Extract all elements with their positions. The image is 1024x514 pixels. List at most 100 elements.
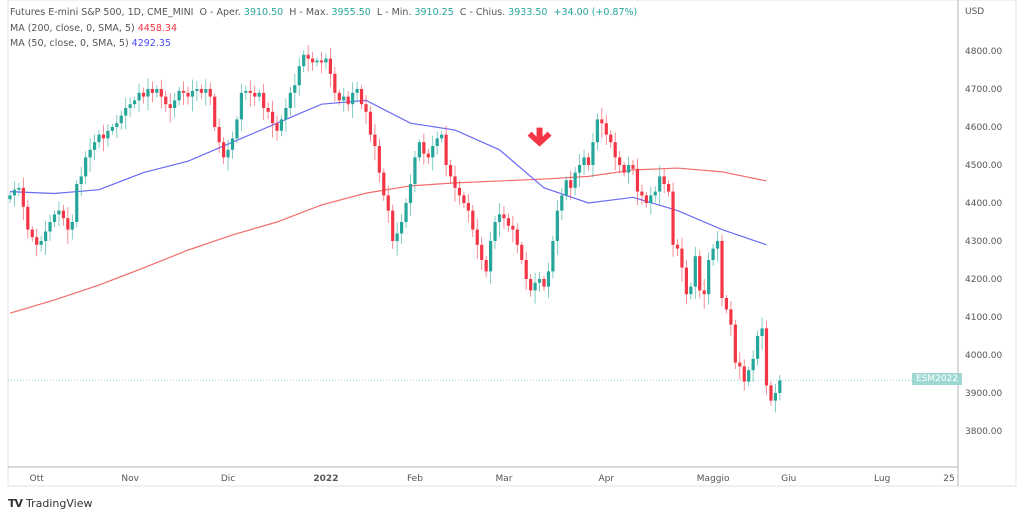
candle-body [279,119,284,131]
y-tick-label: 4500.00 [965,161,1002,171]
candle-body [431,146,435,158]
candle-body [35,237,39,245]
candle-body [644,195,648,203]
candle-body [177,90,181,101]
candle-body [569,180,573,188]
candle-body [8,195,12,200]
candle-body [413,157,417,184]
candle-body [462,195,466,203]
candle-body [57,210,61,215]
x-tick-label: Maggio [697,474,730,484]
candle-body [742,366,746,382]
candle-body [88,149,92,158]
open-value: 3910.50 [243,7,284,18]
x-tick-label: Nov [121,474,139,484]
candle-body [649,195,653,203]
candle-body [21,187,25,207]
candle-body [262,92,266,108]
candle-body [146,89,150,97]
candle-body [515,229,519,245]
candle-body [128,104,132,108]
candle-body [635,168,640,192]
candle-body [729,309,733,325]
candle-body [613,142,617,158]
candle-body [604,123,608,135]
candle-body [417,142,421,158]
candle-body [319,60,324,63]
footer: TV TradingView [8,497,93,510]
candle-body [404,203,408,222]
candle-body [351,92,355,105]
candle-body [306,54,310,59]
y-tick-label: 4600.00 [965,123,1002,133]
candle-body [355,89,359,93]
candle-body [17,187,21,190]
candle-body [311,58,315,63]
price-tag: ESM2022 [912,373,963,385]
candle-body [342,96,346,101]
candle-body [560,195,564,211]
candle-body [235,119,239,139]
candle-body [698,256,702,291]
high-value: 3955.50 [331,7,371,18]
candle-body [408,184,413,203]
candle-body [284,108,288,120]
candle-body [119,115,123,124]
candle-body [12,189,17,196]
legend-ma50[interactable]: MA (50, close, 0, SMA, 5) 4292.35 [10,38,174,49]
candle-body [466,203,470,211]
candle-body [159,89,163,97]
brand-name[interactable]: TradingView [26,497,93,510]
candle-body [480,244,484,260]
open-label: O - Aper. [199,7,241,18]
candle-body [440,134,444,139]
legend-ma200[interactable]: MA (200, close, 0, SMA, 5) 4458.34 [10,23,180,34]
candle-body [702,290,706,295]
candle-body [293,85,297,93]
candle-body [155,89,159,93]
candle-body [44,231,48,241]
candle-body [137,92,141,101]
candle-body [346,96,350,105]
x-tick-label: Giu [781,474,796,484]
candle-body [97,134,101,143]
candle-body [52,214,57,222]
tradingview-logo-icon: TV [8,497,23,510]
candle-body [386,195,390,211]
currency-label: USD [965,7,984,17]
candle-body [564,180,568,196]
candle-body [586,157,591,165]
candle-body [609,134,613,143]
candle-body [422,142,426,154]
candle-body [101,134,106,139]
ma50-label: MA (50, close, 0, SMA, 5) [10,38,129,49]
close-label: C - Chius. [459,7,506,18]
candle-body [684,267,688,295]
ma200-value: 4458.34 [137,23,177,34]
candle-body [671,191,675,245]
down-arrow-icon [527,127,552,147]
candle-body [230,138,235,150]
candle-body [524,260,528,279]
candle-body [582,157,586,165]
y-tick-label: 4200.00 [965,275,1002,285]
candle-body [769,385,773,401]
candle-body [110,127,114,131]
candle-body [680,248,684,268]
candle-body [395,233,399,241]
candle-body [506,218,510,226]
candle-body [373,134,377,146]
candle-body [591,142,595,165]
x-tick-label: 2022 [313,474,338,484]
candle-body [253,92,257,97]
candle-body [426,153,430,158]
candle-body [275,123,279,131]
high-label: H - Max. [289,7,329,18]
candle-body [364,104,368,112]
candle-body [435,138,439,146]
low-value: 3910.25 [414,7,454,18]
candle-body [368,111,373,135]
candle-body [190,90,195,97]
candle-body [270,111,275,124]
